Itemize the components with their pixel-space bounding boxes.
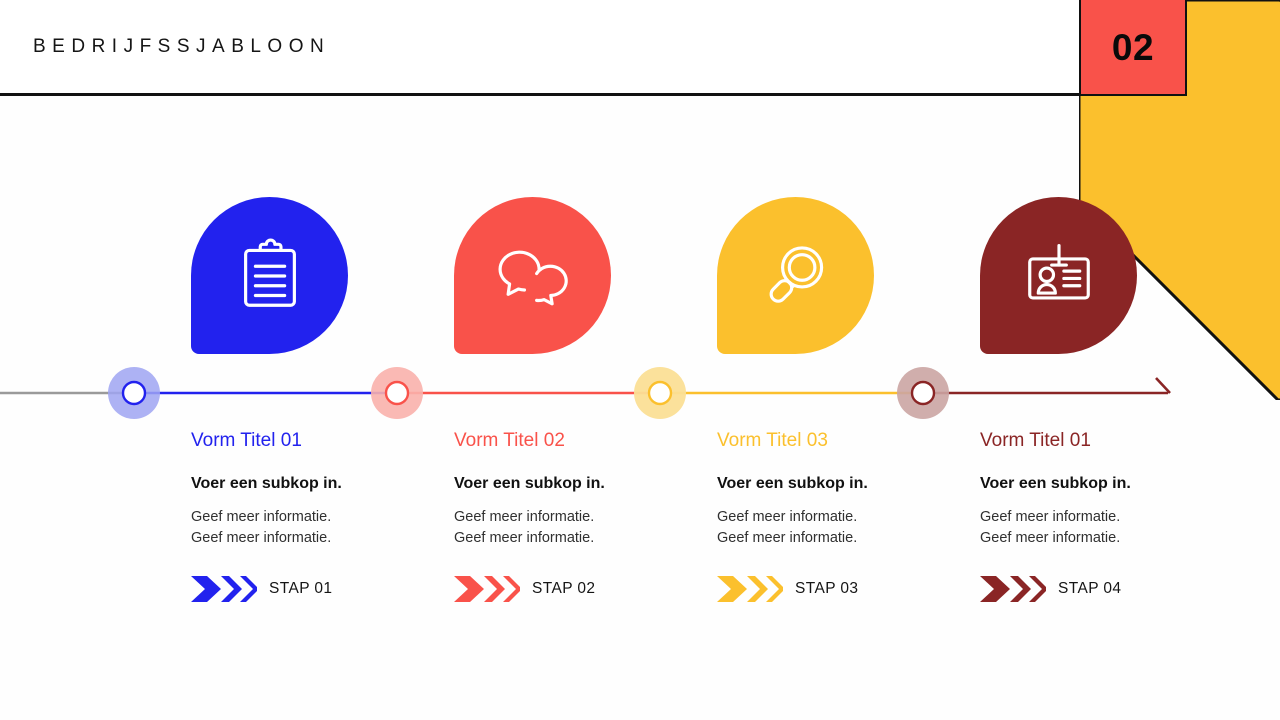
timeline-arrow-head — [1155, 377, 1171, 394]
step-column-3: Vorm Titel 03 Voer een subkop in. Geef m… — [717, 430, 962, 604]
step-body-line-2: Geef meer informatie. — [454, 529, 595, 546]
step-body-line-1: Geef meer informatie. — [717, 508, 858, 525]
step-body: Geef meer informatie. Geef meer informat… — [980, 507, 1225, 549]
step-subheading: Voer een subkop in. — [191, 474, 342, 492]
double-chevron-icon — [717, 575, 783, 602]
step-subheading: Voer een subkop in. — [454, 474, 605, 492]
step-subheading: Voer een subkop in. — [717, 474, 868, 492]
step-body-line-1: Geef meer informatie. — [980, 508, 1121, 525]
step-pin-3[interactable] — [717, 197, 874, 354]
step-column-4: Vorm Titel 01 Voer een subkop in. Geef m… — [980, 430, 1225, 604]
step-label: STAP 01 — [269, 579, 333, 597]
timeline-marker-4 — [897, 367, 949, 419]
step-body-line-2: Geef meer informatie. — [191, 529, 332, 546]
step-column-1: Vorm Titel 01 Voer een subkop in. Geef m… — [191, 430, 436, 604]
step-column-2: Vorm Titel 02 Voer een subkop in. Geef m… — [454, 430, 699, 604]
slide-header: BEDRIJFSSJABLOON — [0, 0, 1280, 96]
double-chevron-icon — [980, 575, 1046, 602]
step-footer: STAP 02 — [454, 574, 699, 604]
step-pin-4[interactable] — [980, 197, 1137, 354]
step-title: Vorm Titel 02 — [454, 430, 565, 451]
step-label: STAP 02 — [532, 579, 596, 597]
chat-bubbles-icon — [498, 250, 568, 305]
step-body: Geef meer informatie. Geef meer informat… — [454, 507, 699, 549]
magnifying-glass-icon — [769, 245, 823, 303]
step-body-line-2: Geef meer informatie. — [717, 529, 858, 546]
step-body: Geef meer informatie. Geef meer informat… — [191, 507, 436, 549]
step-footer: STAP 01 — [191, 574, 436, 604]
double-chevron-icon — [191, 575, 257, 602]
step-body-line-2: Geef meer informatie. — [980, 529, 1121, 546]
id-badge-icon — [1027, 243, 1090, 300]
timeline-marker-1 — [108, 367, 160, 419]
clipboard-icon — [243, 237, 296, 307]
step-label: STAP 03 — [795, 579, 859, 597]
step-body-line-1: Geef meer informatie. — [454, 508, 595, 525]
slide-number-badge: 02 — [1079, 0, 1187, 96]
slide-number-label: 02 — [1111, 26, 1155, 68]
step-footer: STAP 03 — [717, 574, 962, 604]
timeline-marker-3 — [634, 367, 686, 419]
double-chevron-icon — [454, 575, 520, 602]
step-title: Vorm Titel 01 — [191, 430, 302, 451]
step-footer: STAP 04 — [980, 574, 1225, 604]
step-pin-2[interactable] — [454, 197, 611, 354]
step-body-line-1: Geef meer informatie. — [191, 508, 332, 525]
step-subheading: Voer een subkop in. — [980, 474, 1131, 492]
page-title: BEDRIJFSSJABLOON — [33, 36, 331, 57]
step-title: Vorm Titel 03 — [717, 430, 828, 451]
step-pin-1[interactable] — [191, 197, 348, 354]
step-title: Vorm Titel 01 — [980, 430, 1091, 451]
step-body: Geef meer informatie. Geef meer informat… — [717, 507, 962, 549]
step-label: STAP 04 — [1058, 579, 1122, 597]
timeline-marker-2 — [371, 367, 423, 419]
